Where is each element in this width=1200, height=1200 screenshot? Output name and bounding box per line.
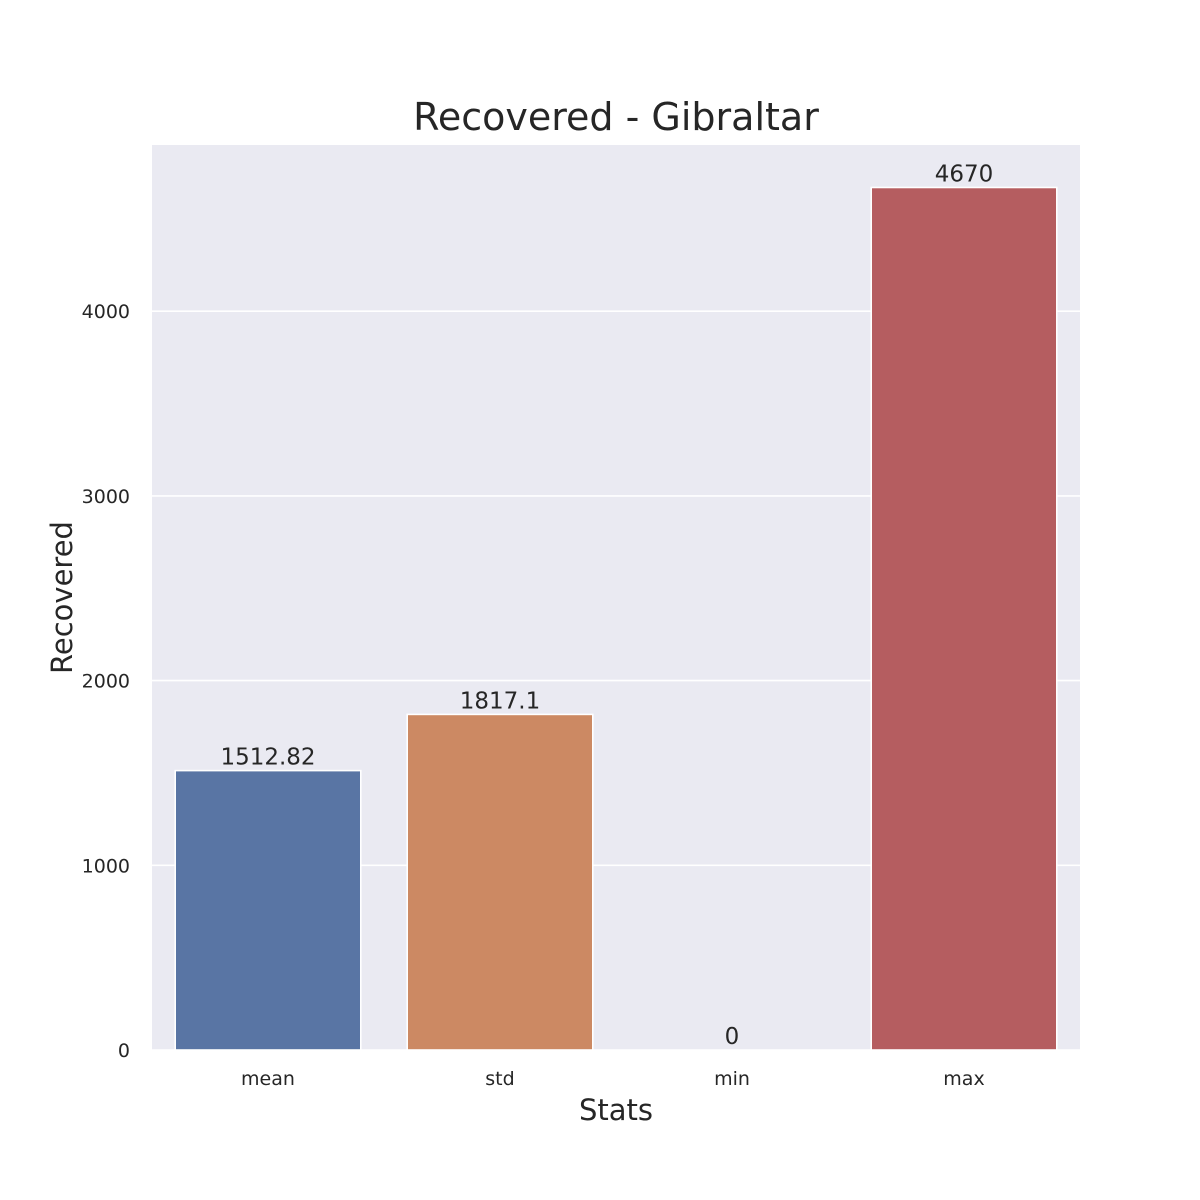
y-axis-ticks: 0 1000 2000 3000 4000 [82,301,130,1062]
y-tick-label: 0 [118,1040,130,1062]
bar-value-label: 1817.1 [460,688,540,714]
x-axis-ticks: mean std min max [241,1068,985,1090]
x-tick-label: std [485,1068,514,1090]
y-tick-label: 4000 [82,301,130,323]
bar-std [406,713,594,1051]
bar-value-labels: 1512.82 1817.1 0 4670 [220,161,993,1050]
x-axis-title: Stats [579,1093,653,1127]
x-tick-label: min [714,1068,750,1090]
y-tick-label: 3000 [82,486,130,508]
x-tick-label: max [943,1068,984,1090]
bars [174,186,1058,1051]
chart-title: Recovered - Gibraltar [413,95,819,139]
bar-value-label: 0 [725,1024,740,1050]
y-tick-label: 2000 [82,671,130,693]
bar-value-label: 1512.82 [220,745,315,771]
bar-mean [174,769,362,1051]
bar-value-label: 4670 [935,161,994,187]
y-tick-label: 1000 [82,855,130,877]
x-tick-label: mean [241,1068,295,1090]
y-axis-title: Recovered [45,521,79,674]
bar-max [870,186,1058,1051]
